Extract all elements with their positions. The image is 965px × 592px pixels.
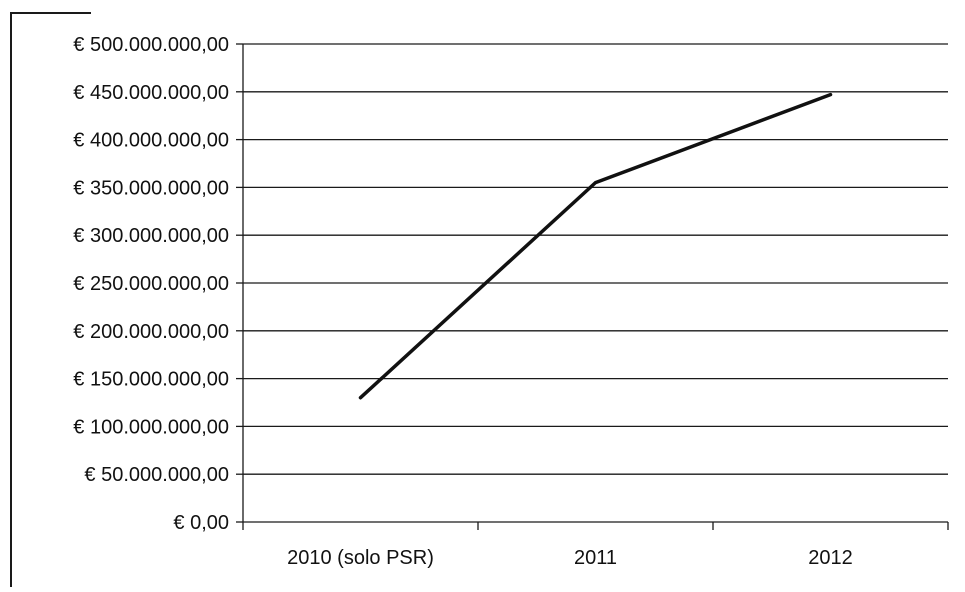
gridlines — [243, 44, 948, 474]
y-tick-label: € 150.000.000,00 — [73, 369, 229, 391]
y-tick-label: € 350.000.000,00 — [73, 177, 229, 199]
y-axis-tick-labels: € 0,00 € 50.000.000,00 € 100.000.000,00 € 1… — [73, 34, 243, 534]
x-tick-label: 2011 — [574, 547, 617, 569]
x-axis-tick-labels: 2010 (solo PSR) 2011 2012 — [243, 522, 948, 569]
y-tick-label: € 300.000.000,00 — [73, 225, 229, 247]
y-tick-label: € 400.000.000,00 — [73, 130, 229, 152]
x-tick-label: 2010 (solo PSR) — [287, 547, 434, 569]
y-tick-label: € 200.000.000,00 — [73, 321, 229, 343]
x-tick-label: 2012 — [808, 547, 853, 569]
y-tick-label: € 450.000.000,00 — [73, 82, 229, 104]
y-tick-label: € 250.000.000,00 — [73, 273, 229, 295]
y-tick-label: € 0,00 — [173, 512, 229, 534]
y-tick-label: € 100.000.000,00 — [73, 416, 229, 438]
y-tick-label: € 500.000.000,00 — [73, 34, 229, 56]
y-tick-label: € 50.000.000,00 — [84, 464, 229, 486]
